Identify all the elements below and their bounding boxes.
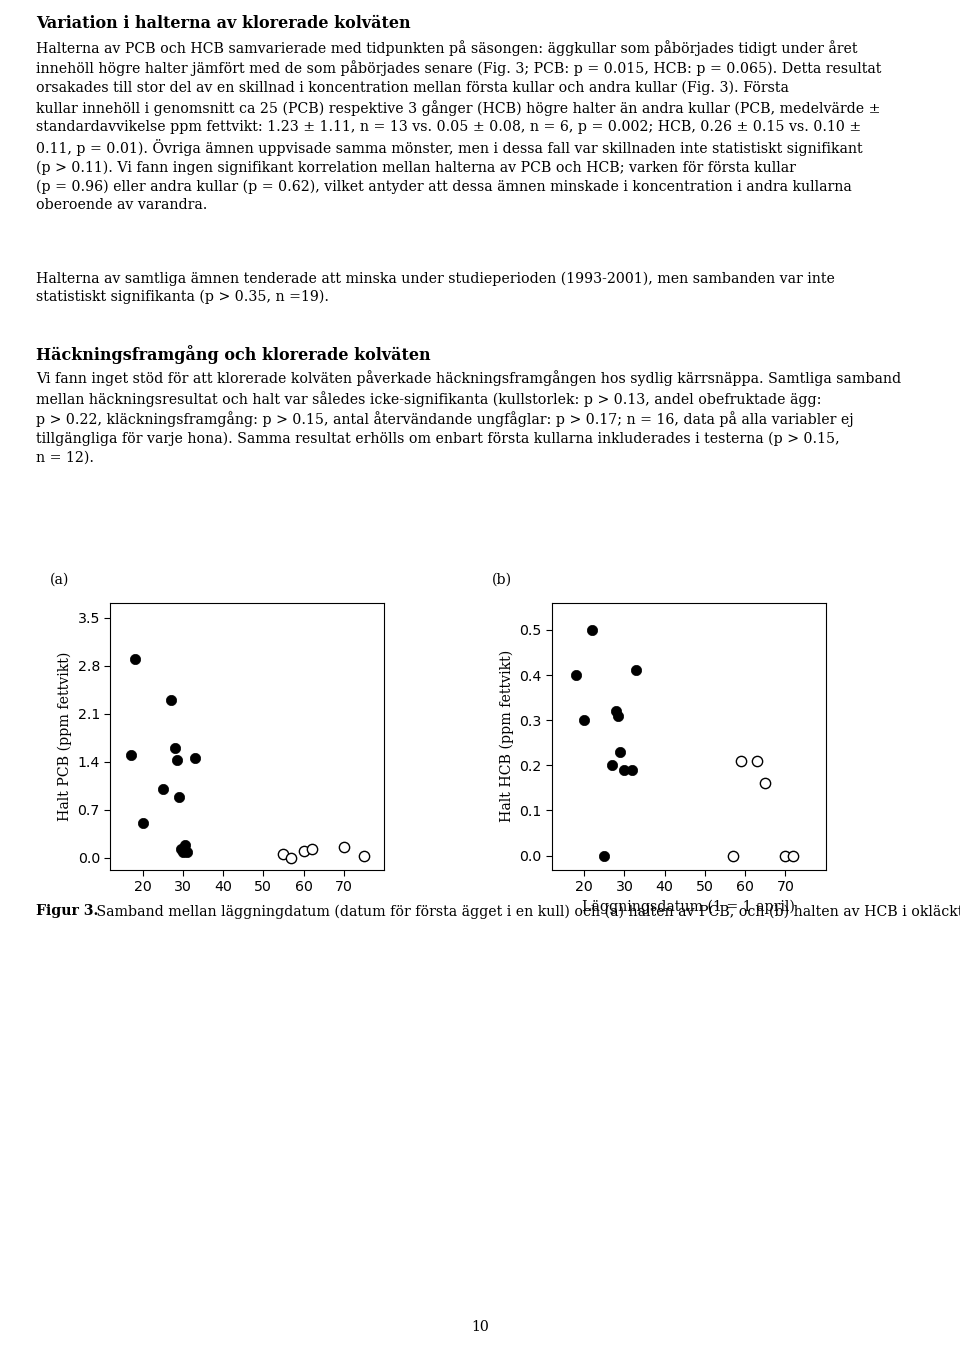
Point (757, 773, 773, 795)
Point (175, 841, 190, 863)
Point (135, 812, 151, 834)
X-axis label: Läggningsdatum (1 = 1 april): Läggningsdatum (1 = 1 april) (583, 900, 795, 914)
Point (612, 741, 628, 763)
Point (173, 838, 188, 860)
Point (296, 840, 311, 862)
Point (585, 619, 600, 641)
Text: 10: 10 (471, 1321, 489, 1334)
Point (178, 833, 193, 855)
Text: Häckningsframgång och klorerade kolväten: Häckningsframgång och klorerade kolväten (36, 345, 431, 364)
Point (356, 845, 372, 867)
Point (605, 755, 620, 777)
Point (785, 844, 801, 866)
Point (155, 778, 170, 800)
Point (611, 704, 626, 726)
Y-axis label: Halt PCB (ppm fettvikt): Halt PCB (ppm fettvikt) (58, 652, 72, 821)
Point (167, 737, 182, 759)
Point (127, 648, 142, 670)
Text: Halterna av samtliga ämnen tenderade att minska under studieperioden (1993-2001): Halterna av samtliga ämnen tenderade att… (36, 271, 835, 304)
Point (171, 786, 186, 808)
Text: (a): (a) (50, 573, 69, 586)
Text: Samband mellan läggningdatum (datum för första ägget i en kull) och (a) halten a: Samband mellan läggningdatum (datum för … (92, 904, 960, 919)
Point (629, 659, 644, 681)
Point (726, 844, 741, 866)
Text: Vi fann inget stöd för att klorerade kolväten påverkade häckningsframgången hos : Vi fann inget stöd för att klorerade kol… (36, 370, 901, 464)
Point (187, 748, 203, 770)
Point (750, 749, 765, 771)
Point (568, 664, 584, 686)
Point (616, 759, 632, 781)
Point (163, 689, 179, 711)
Point (625, 759, 640, 781)
Text: (b): (b) (492, 573, 512, 586)
Point (180, 841, 195, 863)
Point (304, 838, 320, 860)
Point (276, 844, 291, 866)
Point (336, 836, 351, 858)
Point (596, 844, 612, 866)
Y-axis label: Halt HCB (ppm fettvikt): Halt HCB (ppm fettvikt) (499, 651, 514, 822)
Text: Variation i halterna av klorerade kolväten: Variation i halterna av klorerade kolvät… (36, 15, 411, 32)
Point (123, 744, 138, 766)
Point (169, 749, 184, 771)
Point (284, 847, 300, 869)
Point (609, 700, 624, 722)
Text: Figur 3.: Figur 3. (36, 904, 99, 918)
Point (577, 710, 592, 732)
Point (778, 844, 793, 866)
Text: Halterna av PCB och HCB samvarierade med tidpunkten på säsongen: äggkullar som p: Halterna av PCB och HCB samvarierade med… (36, 40, 882, 212)
Point (733, 749, 749, 771)
